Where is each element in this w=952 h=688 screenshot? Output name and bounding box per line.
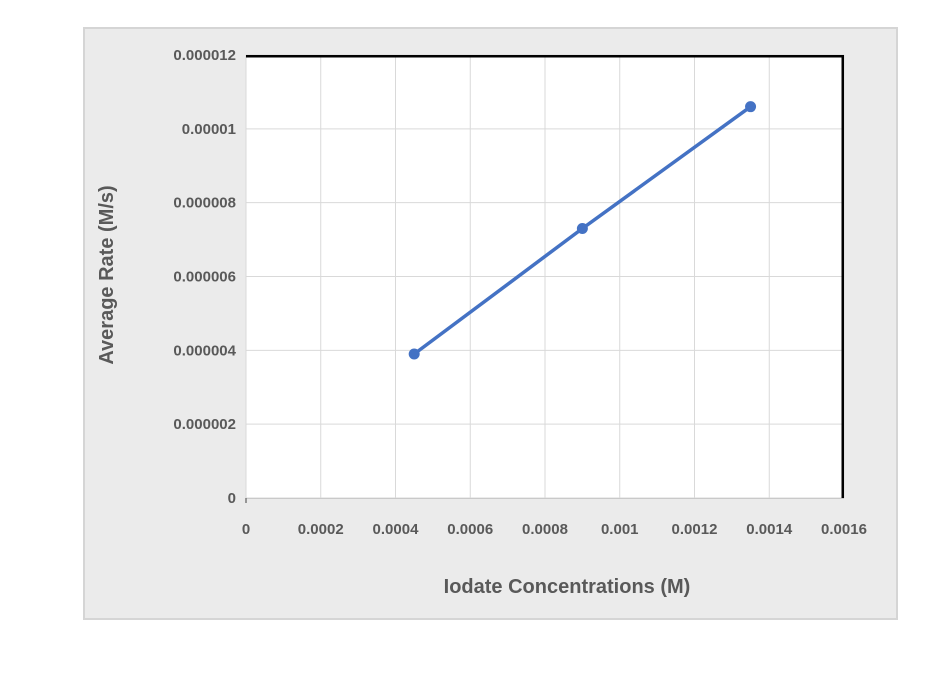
x-tick-label: 0.001 — [601, 521, 639, 538]
y-tick-label: 0.000002 — [173, 416, 236, 433]
plot-frame — [245, 55, 844, 503]
line-chart: 0 0.0002 0.0004 0.0006 0.0008 0.001 0.0012 0.00… — [96, 47, 867, 598]
x-tick-label: 0.0016 — [821, 521, 867, 538]
x-tick-label: 0 — [242, 521, 250, 538]
y-tick-label: 0.000008 — [173, 195, 236, 212]
x-tick-label: 0.0012 — [672, 521, 718, 538]
data-series — [408, 101, 757, 360]
x-tick-label: 0.0004 — [373, 521, 420, 538]
chart-panel: 0 0.0002 0.0004 0.0006 0.0008 0.001 0.0012 0.00… — [83, 27, 898, 620]
plot-frame-top-right — [246, 55, 844, 498]
x-tick-label: 0.0008 — [522, 521, 568, 538]
y-tick-label: 0.000012 — [173, 47, 236, 64]
x-tick-label: 0.0002 — [298, 521, 344, 538]
y-tick-label: 0 — [228, 490, 236, 507]
x-axis-title: Iodate Concentrations (M) — [444, 576, 691, 598]
y-tick-label: 0.00001 — [182, 121, 236, 138]
data-point — [576, 223, 588, 235]
y-axis-title: Average Rate (M/s) — [96, 185, 118, 364]
y-tick-label: 0.000004 — [173, 342, 236, 359]
y-tick-label: 0.000006 — [173, 269, 236, 286]
data-point — [745, 101, 757, 113]
data-point — [408, 348, 420, 360]
x-tick-label: 0.0014 — [746, 521, 793, 538]
tick-labels: 0 0.0002 0.0004 0.0006 0.0008 0.001 0.0012 0.00… — [173, 47, 867, 538]
x-tick-label: 0.0006 — [447, 521, 493, 538]
